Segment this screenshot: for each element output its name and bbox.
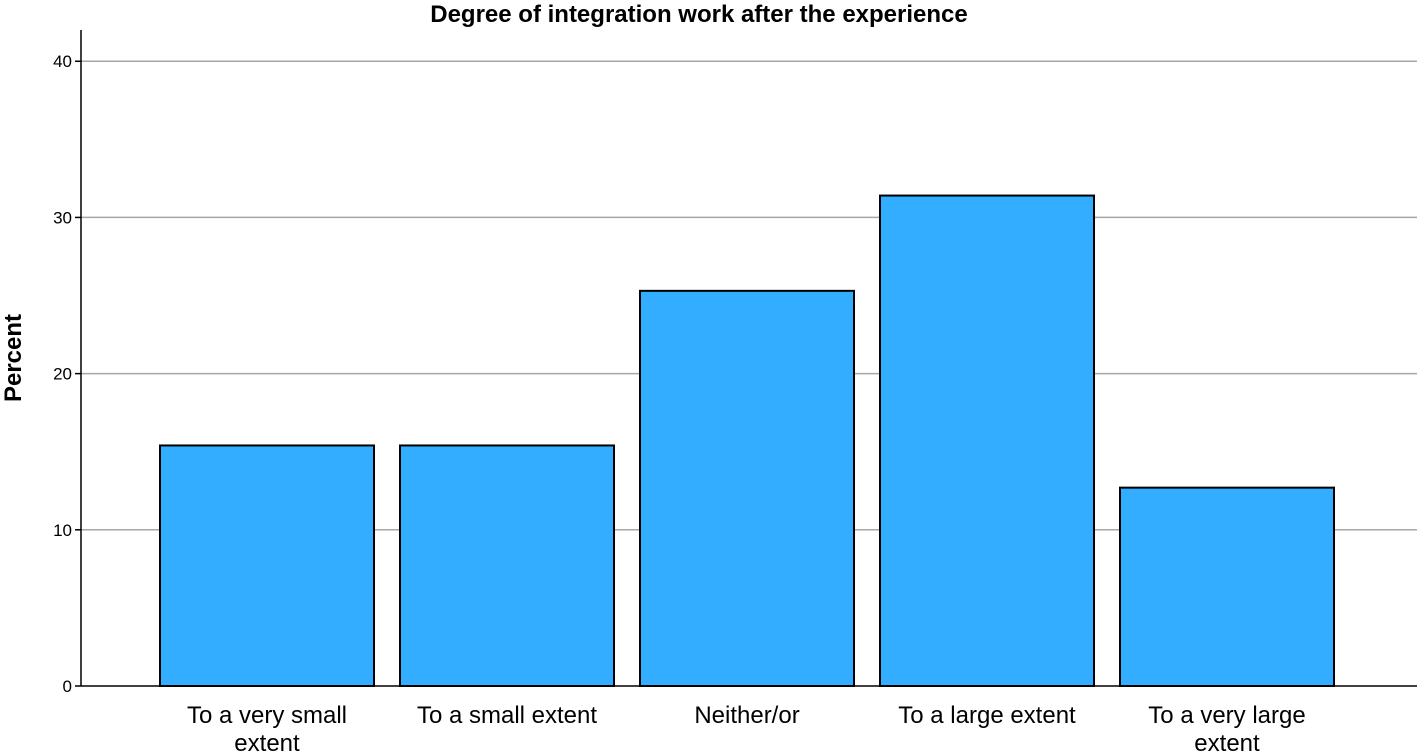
- x-tick-label: To a very large extent: [1148, 702, 1305, 752]
- x-tick-label-line: To a small extent: [417, 702, 597, 729]
- bar: [639, 289, 855, 687]
- x-tick-label-line: extent: [234, 730, 300, 752]
- x-tick-label: Neither/or: [694, 702, 799, 729]
- y-tick-label: 30: [53, 208, 72, 227]
- x-tick-label: To a very small extent: [187, 702, 347, 752]
- bar: [879, 194, 1095, 688]
- y-tick-label: 10: [53, 521, 72, 540]
- bar: [159, 444, 375, 688]
- bar: [399, 444, 615, 688]
- y-axis-title: Percent: [0, 314, 27, 402]
- x-tick-label: To a small extent: [417, 702, 597, 729]
- y-tick-label: 0: [63, 677, 72, 696]
- y-tick-label: 40: [53, 52, 72, 71]
- y-tick-labels: 0 10 20 30 40: [53, 52, 72, 696]
- x-tick-label-line: To a very large: [1148, 702, 1305, 729]
- x-tick-label: To a large extent: [898, 702, 1076, 729]
- x-tick-label-line: Neither/or: [694, 702, 799, 729]
- chart-title: Degree of integration work after the exp…: [430, 1, 967, 28]
- axes: [80, 30, 1417, 687]
- bar: [1119, 486, 1335, 687]
- x-tick-label-line: extent: [1194, 730, 1260, 752]
- x-tick-label-line: To a large extent: [898, 702, 1076, 729]
- bars: [159, 194, 1335, 688]
- x-tick-label-line: To a very small: [187, 702, 347, 729]
- y-tick-label: 20: [53, 365, 72, 384]
